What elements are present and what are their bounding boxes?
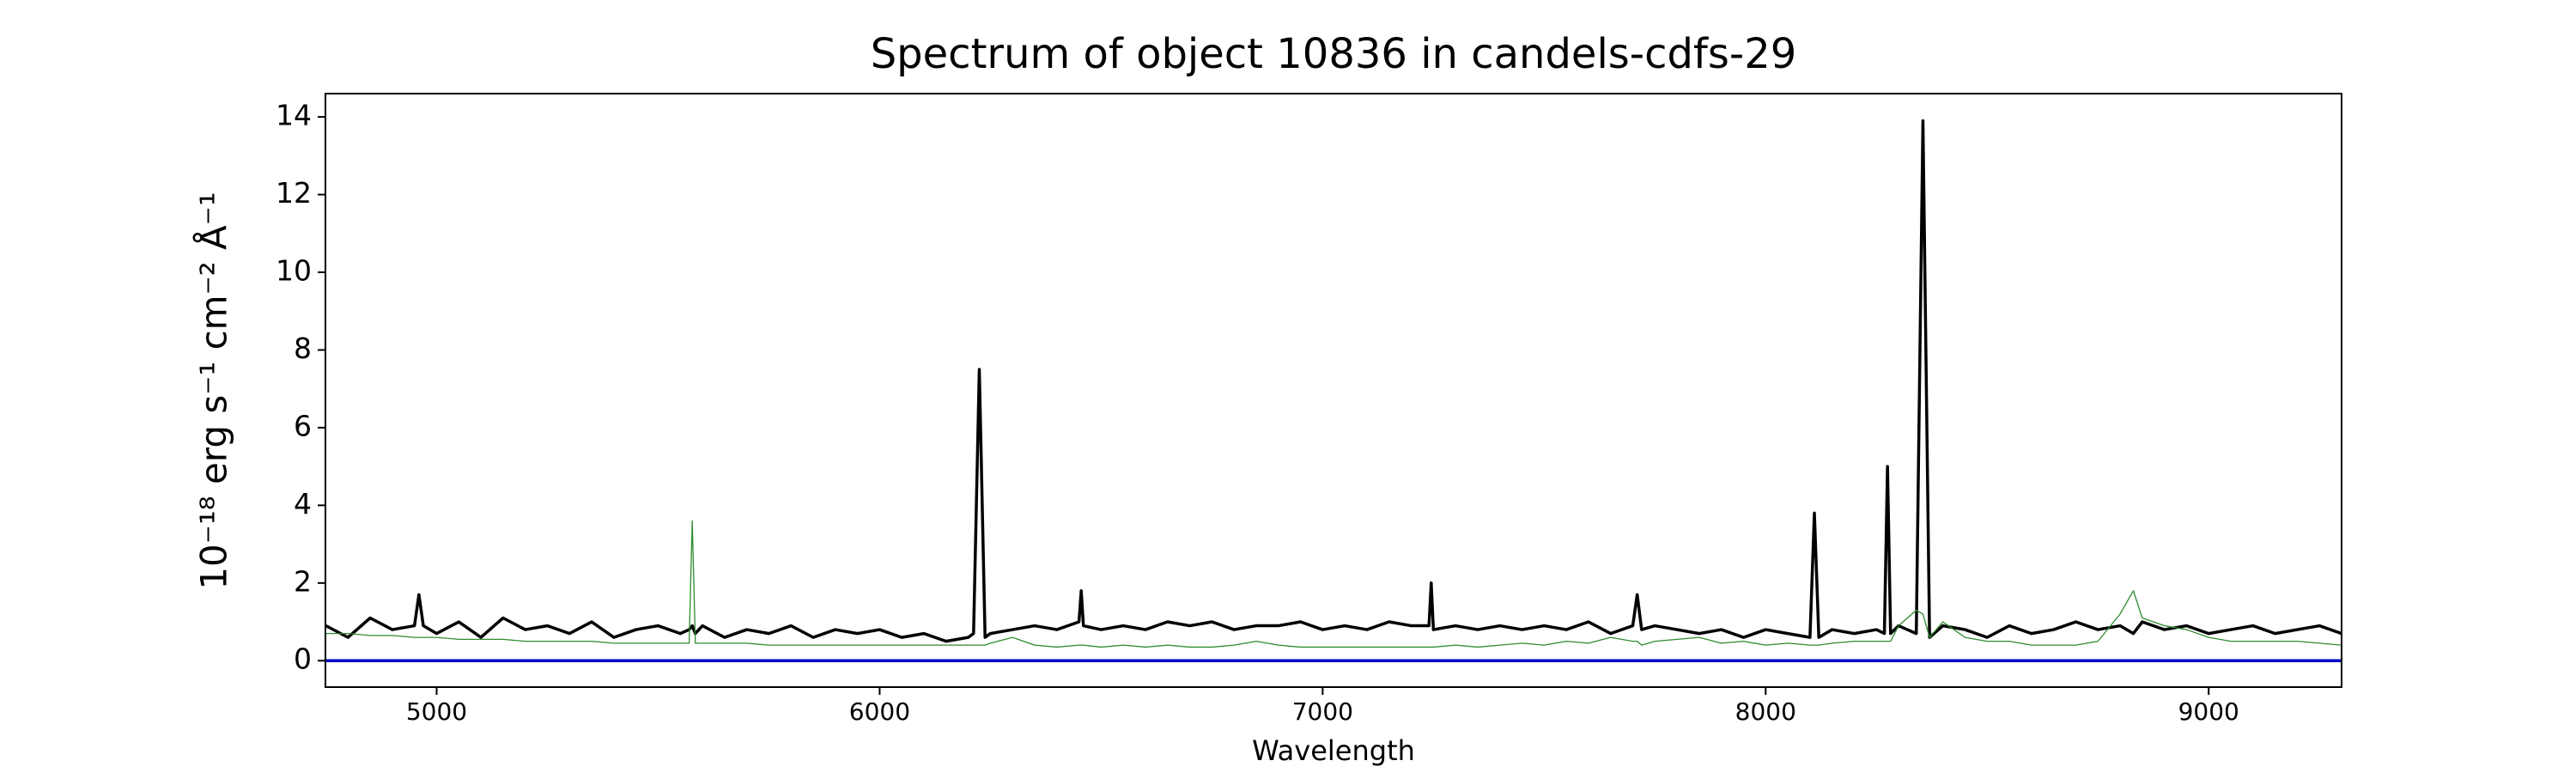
spectrum-line [325, 520, 2342, 648]
y-tick-label: 6 [294, 409, 312, 442]
y-axis-label: 10⁻¹⁸ erg s⁻¹ cm⁻² Å⁻¹ [192, 192, 235, 589]
x-tick-label: 6000 [849, 697, 910, 726]
y-tick-label: 0 [294, 642, 312, 676]
plot-area [325, 119, 2342, 662]
x-tick-label: 9000 [2178, 697, 2239, 726]
y-tick-label: 14 [276, 99, 312, 132]
spectrum-line [325, 119, 2342, 643]
y-tick-label: 2 [294, 564, 312, 598]
chart-title: Spectrum of object 10836 in candels-cdfs… [871, 30, 1797, 78]
y-tick-label: 4 [294, 487, 312, 520]
plot-frame [325, 93, 2342, 688]
x-tick-label: 7000 [1292, 697, 1353, 726]
x-tick-label: 8000 [1735, 697, 1796, 726]
y-tick-label: 8 [294, 332, 312, 365]
x-tick-label: 5000 [406, 697, 467, 726]
y-tick-label: 12 [276, 176, 312, 210]
y-tick-label: 10 [276, 254, 312, 288]
x-axis-label: Wavelength [1252, 734, 1415, 767]
